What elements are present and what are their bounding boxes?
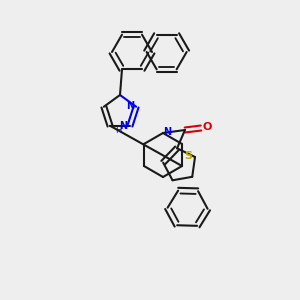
Text: N: N bbox=[126, 101, 134, 111]
Text: O: O bbox=[202, 122, 212, 132]
Text: S: S bbox=[184, 151, 192, 161]
Text: H: H bbox=[115, 126, 121, 135]
Text: N: N bbox=[163, 127, 171, 137]
Text: N: N bbox=[119, 121, 127, 131]
